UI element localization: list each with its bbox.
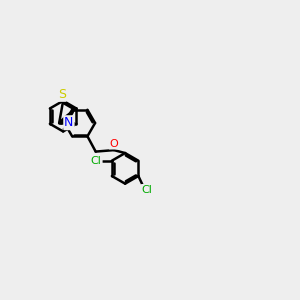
Text: Cl: Cl: [142, 185, 153, 195]
Text: Cl: Cl: [91, 156, 102, 166]
Text: S: S: [58, 88, 66, 101]
Text: O: O: [110, 139, 118, 148]
Text: N: N: [64, 116, 74, 129]
